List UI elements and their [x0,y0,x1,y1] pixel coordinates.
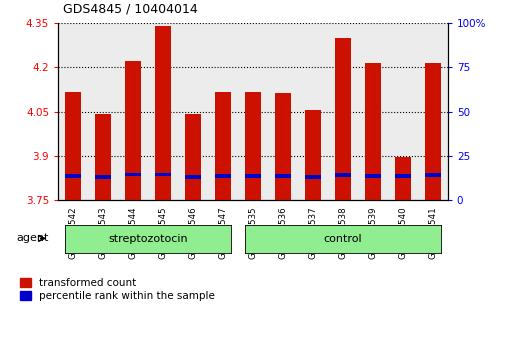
Text: agent: agent [17,233,49,244]
Bar [214,174,231,178]
Bar [364,63,380,200]
Bar [184,175,201,179]
Legend: transformed count, percentile rank within the sample: transformed count, percentile rank withi… [20,278,215,301]
Text: streptozotocin: streptozotocin [108,234,187,244]
Bar [244,175,261,178]
Bar [274,175,291,178]
Bar [394,157,410,200]
Bar [95,114,111,200]
Bar [214,92,231,200]
Bar [424,173,440,177]
Bar [125,61,141,200]
Bar [304,175,321,179]
Bar [364,174,380,178]
Bar [95,175,111,179]
Bar [334,38,350,200]
Bar [304,110,321,200]
Bar [155,173,171,176]
Bar [244,92,261,200]
Bar [334,173,350,177]
Bar [65,92,81,200]
Text: GDS4845 / 10404014: GDS4845 / 10404014 [63,3,197,16]
Bar [424,63,440,200]
Bar [274,93,291,200]
Bar [184,114,201,200]
Bar [65,174,81,178]
Text: control: control [323,234,362,244]
Bar [394,174,410,178]
Bar [155,26,171,200]
Bar [125,173,141,176]
